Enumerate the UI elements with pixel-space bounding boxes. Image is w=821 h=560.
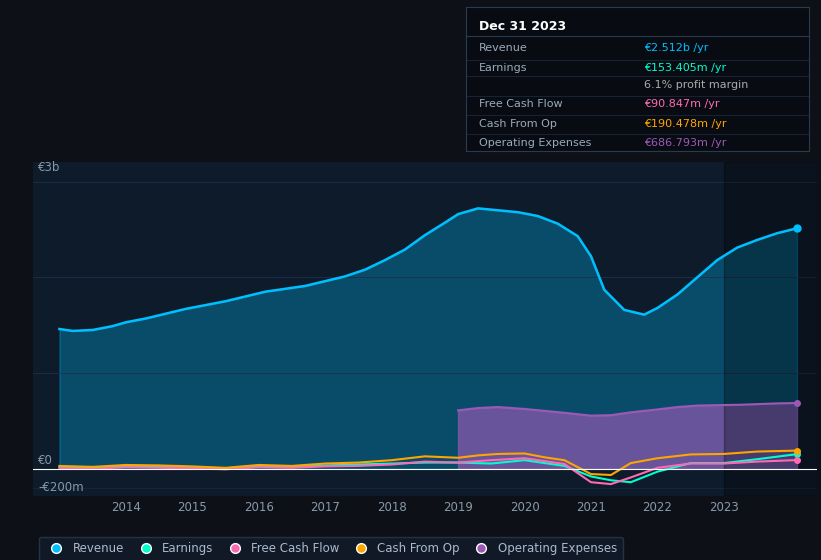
Bar	[724, 162, 817, 496]
Text: Earnings: Earnings	[479, 63, 528, 73]
Text: 6.1% profit margin: 6.1% profit margin	[644, 81, 748, 90]
Text: €2.512b /yr: €2.512b /yr	[644, 43, 709, 53]
Text: €686.793m /yr: €686.793m /yr	[644, 138, 727, 148]
Text: €153.405m /yr: €153.405m /yr	[644, 63, 726, 73]
Text: €0: €0	[38, 454, 53, 467]
Text: -€200m: -€200m	[38, 480, 84, 494]
Text: Cash From Op: Cash From Op	[479, 119, 557, 129]
Text: €3b: €3b	[38, 161, 61, 174]
Legend: Revenue, Earnings, Free Cash Flow, Cash From Op, Operating Expenses: Revenue, Earnings, Free Cash Flow, Cash …	[39, 536, 623, 560]
Text: Free Cash Flow: Free Cash Flow	[479, 99, 563, 109]
Text: €190.478m /yr: €190.478m /yr	[644, 119, 727, 129]
Text: Revenue: Revenue	[479, 43, 528, 53]
Text: €90.847m /yr: €90.847m /yr	[644, 99, 719, 109]
Text: Operating Expenses: Operating Expenses	[479, 138, 592, 148]
Text: Dec 31 2023: Dec 31 2023	[479, 20, 566, 32]
